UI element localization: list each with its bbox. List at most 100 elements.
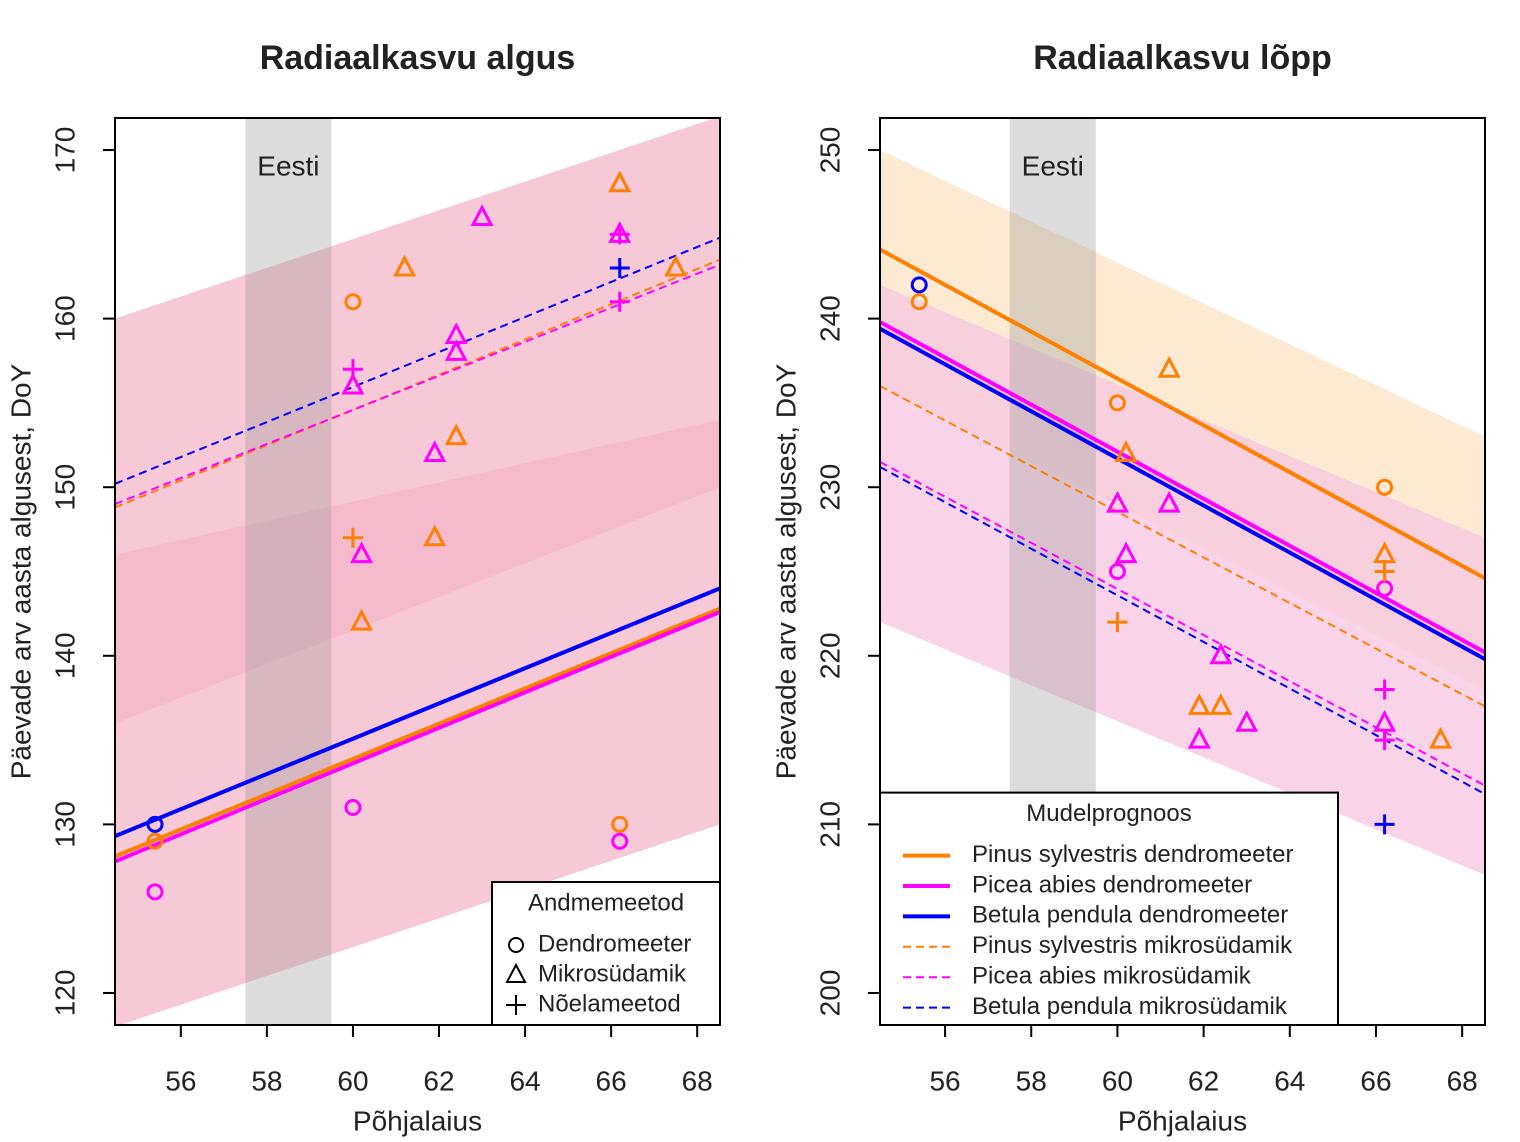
confidence-band xyxy=(115,118,720,724)
data-point xyxy=(1107,612,1128,633)
data-point xyxy=(1187,693,1211,715)
y-axis-label: Päevade arv aasta algusest, DoY xyxy=(5,363,36,779)
y-tick-label: 160 xyxy=(49,295,80,342)
trend-line xyxy=(880,320,1485,655)
data-point xyxy=(423,440,447,462)
data-point xyxy=(1209,693,1233,715)
y-tick-label: 250 xyxy=(814,127,845,174)
y-tick-label: 170 xyxy=(49,127,80,174)
plot-frame xyxy=(114,117,721,1026)
trend-line-dashed xyxy=(115,236,720,485)
y-tick-label: 240 xyxy=(814,295,845,342)
data-point xyxy=(1105,490,1129,513)
data-point xyxy=(444,339,468,361)
x-tick-label: 58 xyxy=(1016,1065,1047,1096)
x-tick-label: 66 xyxy=(1360,1065,1391,1096)
legend-label: Mikrosüdamik xyxy=(538,960,687,987)
data-point xyxy=(1114,541,1138,564)
trend-line xyxy=(115,606,720,859)
legend-label: Nõelameetod xyxy=(538,990,681,1017)
legend-marker xyxy=(506,995,526,1015)
x-axis-label: Põhjalaius xyxy=(353,1105,482,1136)
x-tick-label: 60 xyxy=(1102,1065,1133,1096)
data-point xyxy=(350,608,374,631)
x-tick-label: 60 xyxy=(337,1065,368,1096)
trend-line xyxy=(115,610,720,864)
data-point xyxy=(423,524,447,547)
legend-label: Betula pendula dendromeeter xyxy=(972,902,1288,929)
legend: Andmemeetod Dendromeeter Mikrosüdamik Nõela… xyxy=(491,881,721,1026)
data-point xyxy=(1429,726,1453,749)
legend-marker xyxy=(508,937,524,953)
y-tick-label: 120 xyxy=(49,970,80,1017)
x-axis-label: Põhjalaius xyxy=(1118,1105,1247,1136)
x-tick-label: 66 xyxy=(596,1065,627,1096)
data-point xyxy=(146,883,164,901)
data-point xyxy=(611,832,629,850)
data-point xyxy=(344,799,362,817)
legend-box xyxy=(491,881,721,1026)
data-point xyxy=(608,170,632,193)
legend-marker xyxy=(505,962,527,983)
chart-title: Radiaalkasvu lõpp xyxy=(1033,39,1332,77)
data-point xyxy=(910,293,928,311)
legend-title: Mudelprognoos xyxy=(1026,800,1191,827)
legend-label: Dendromeeter xyxy=(538,930,691,957)
region-shade xyxy=(245,118,332,1025)
data-point xyxy=(342,527,363,548)
y-axis-label: Päevade arv aasta algusest, DoY xyxy=(770,363,801,779)
legend-label: Pinus sylvestris dendromeeter xyxy=(972,841,1293,868)
y-tick-label: 210 xyxy=(814,801,845,848)
data-point xyxy=(1114,440,1138,462)
legend-label: Picea abies dendromeeter xyxy=(972,871,1252,898)
trend-line xyxy=(880,326,1485,661)
data-point xyxy=(1209,642,1233,665)
trend-line-dashed xyxy=(880,385,1485,708)
data-point xyxy=(1157,355,1181,378)
data-point xyxy=(1376,478,1394,496)
data-point xyxy=(1157,490,1181,513)
data-point xyxy=(393,254,417,277)
data-point xyxy=(1187,726,1211,749)
data-point xyxy=(1108,563,1126,580)
x-tick-label: 68 xyxy=(682,1065,713,1096)
data-point xyxy=(146,815,164,833)
data-point xyxy=(609,224,630,245)
x-tick-label: 64 xyxy=(1274,1065,1305,1096)
annotation: Eesti xyxy=(1022,150,1084,181)
confidence-band xyxy=(880,284,1485,875)
y-tick-label: 150 xyxy=(49,464,80,511)
x-tick-label: 64 xyxy=(509,1065,540,1096)
data-point xyxy=(1374,561,1395,582)
legend-label: Pinus sylvestris mikrosüdamik xyxy=(972,932,1293,959)
legend-box xyxy=(879,791,1339,1026)
data-point xyxy=(1374,679,1395,700)
x-tick-label: 58 xyxy=(251,1065,282,1096)
y-tick-label: 230 xyxy=(814,464,845,511)
y-tick-label: 140 xyxy=(49,632,80,679)
data-point xyxy=(342,359,363,380)
panel: Eesti 56 58 60 62 64 66 68 120 130 140 150 160 170 Rad… xyxy=(5,39,721,1136)
legend-label: Betula pendula mikrosüdamik xyxy=(972,993,1288,1020)
trend-line-dashed xyxy=(880,461,1485,787)
x-tick-label: 62 xyxy=(1188,1065,1219,1096)
annotation: Eesti xyxy=(257,150,319,181)
chart-title: Radiaalkasvu algus xyxy=(260,39,576,77)
legend-title: Andmemeetod xyxy=(528,889,684,916)
x-tick-label: 62 xyxy=(423,1065,454,1096)
trend-line xyxy=(880,247,1485,581)
data-point xyxy=(344,293,362,311)
data-point xyxy=(444,423,468,446)
x-tick-label: 56 xyxy=(929,1065,960,1096)
trend-line-dashed xyxy=(115,263,720,505)
y-tick-label: 130 xyxy=(49,801,80,848)
data-point xyxy=(609,258,630,279)
data-point xyxy=(664,254,688,277)
data-point xyxy=(1108,394,1126,412)
data-point xyxy=(470,204,494,226)
legend: Mudelprognoos Pinus sylvestris dendromeet… xyxy=(879,791,1339,1026)
data-point xyxy=(1374,730,1395,751)
trend-line xyxy=(115,586,720,839)
